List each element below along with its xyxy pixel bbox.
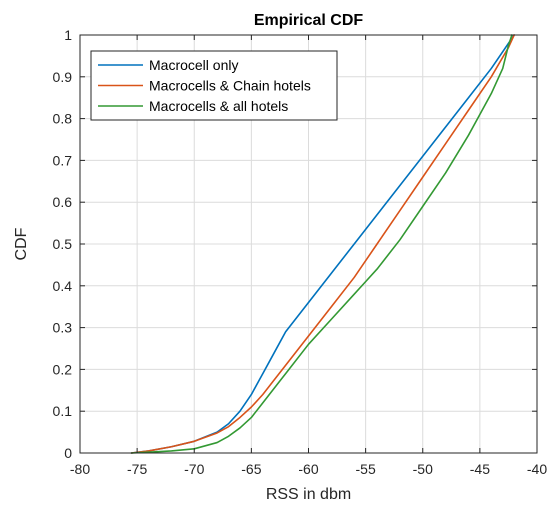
legend-label: Macrocells & Chain hotels (149, 78, 311, 94)
y-tick-label: 0.4 (53, 278, 73, 294)
y-tick-label: 0.5 (53, 236, 73, 252)
legend: Macrocell only Macrocells & Chain hotels M… (90, 50, 338, 121)
series-line-2 (130, 34, 515, 454)
y-axis-title: CDF (13, 227, 30, 260)
x-tick-label: -45 (470, 461, 490, 477)
chart-title: Empirical CDF (254, 12, 364, 29)
x-tick-label: -60 (298, 461, 318, 477)
y-tick-label: 0.2 (53, 361, 73, 377)
x-tick-label: -55 (356, 461, 376, 477)
y-tick-label: 0.9 (53, 69, 73, 85)
series-line-3 (130, 34, 513, 454)
x-tick-label: -70 (184, 461, 204, 477)
x-tick-label: -75 (127, 461, 147, 477)
y-tick-label: 0.7 (53, 152, 73, 168)
legend-label: Macrocells & all hotels (149, 98, 288, 114)
series-layer (130, 34, 515, 454)
y-tick-label: 0.6 (53, 194, 73, 210)
y-tick-label: 0.1 (53, 403, 73, 419)
y-tick-label: 0 (64, 445, 72, 461)
y-tick-label: 1 (64, 27, 72, 43)
x-tick-label: -80 (70, 461, 90, 477)
legend-label: Macrocell only (149, 57, 238, 73)
x-axis-title: RSS in dbm (266, 486, 351, 503)
x-tick-label: -50 (413, 461, 433, 477)
y-tick-label: 0.3 (53, 320, 73, 336)
x-tick-label: -40 (527, 461, 547, 477)
tick-layer: -80 -75 -70 -65 -60 -55 -50 -45 -40 0 0.1 0.2 0.3 0.4… (53, 27, 548, 477)
y-tick-label: 0.8 (53, 111, 73, 127)
x-tick-label: -65 (241, 461, 261, 477)
